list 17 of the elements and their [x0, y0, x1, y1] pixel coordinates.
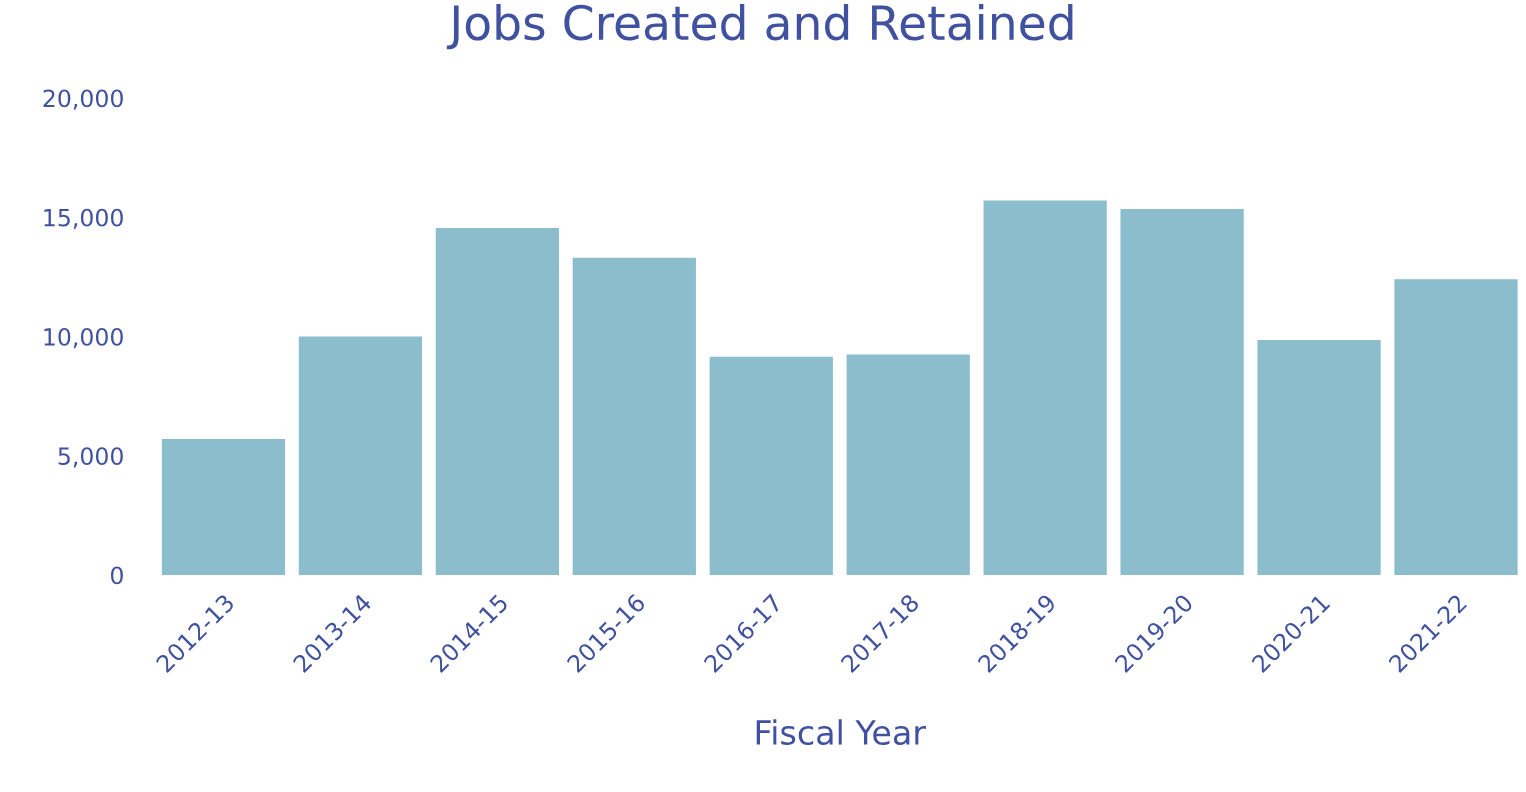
bar: [298, 336, 423, 575]
bar: [1120, 208, 1244, 575]
bar: [709, 356, 833, 575]
y-tick-label: 15,000: [44, 208, 123, 229]
x-axis-title: Fiscal Year: [756, 719, 927, 746]
chart-title: Jobs Created and Retained: [446, 3, 1073, 50]
bar: [983, 200, 1107, 575]
y-tick-label: 20,000: [43, 89, 123, 110]
bar: [846, 354, 970, 575]
bar: [1257, 340, 1381, 575]
y-tick-label: 10,000: [44, 327, 123, 349]
bar: [161, 439, 286, 575]
bar: [572, 257, 696, 575]
y-tick-label: 5,000: [58, 447, 123, 468]
bar: [1394, 279, 1518, 575]
bar: [435, 227, 559, 575]
y-tick-label: 0: [110, 566, 123, 585]
